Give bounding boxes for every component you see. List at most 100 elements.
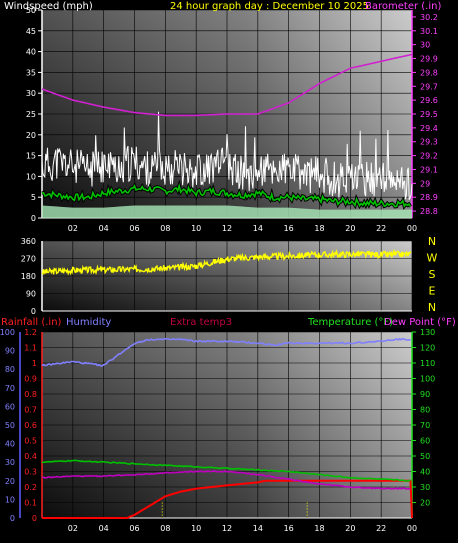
humidity-ticks: 0 10 20 30 40 50 60 70 80 90 100 bbox=[0, 328, 15, 523]
x-tick-label: 18 bbox=[314, 224, 324, 233]
wind-tick-label: 5 bbox=[31, 193, 36, 202]
baro-tick-label: 29.3 bbox=[420, 138, 438, 147]
dir-tick-label: 360 bbox=[21, 237, 36, 246]
temp-tick-label: 50 bbox=[420, 452, 430, 461]
x-tick-label: 14 bbox=[253, 224, 263, 233]
dir-tick-label: 270 bbox=[21, 255, 36, 264]
x-tick-label: 02 bbox=[68, 224, 78, 233]
extra-temp-label: Extra temp3 bbox=[170, 317, 232, 328]
baro-tick-label: 30.2 bbox=[420, 13, 438, 22]
x-tick-label: 06 bbox=[129, 224, 139, 233]
baro-tick-label: 29.6 bbox=[420, 96, 438, 105]
humidity-tick-label: 30 bbox=[5, 458, 15, 467]
baro-tick-label: 29.1 bbox=[420, 165, 438, 174]
temp-tick-label: 70 bbox=[420, 421, 430, 430]
x-tick-label: 12 bbox=[222, 224, 232, 233]
temp-tick-label: 30 bbox=[420, 483, 430, 492]
x-tick-label: 04 bbox=[99, 224, 109, 233]
rainfall-label: Rainfall (.in) bbox=[1, 317, 62, 328]
rain-tick-label: 0.9 bbox=[24, 375, 37, 384]
compass-label: E bbox=[429, 285, 436, 298]
humidity-tick-label: 60 bbox=[5, 402, 15, 411]
rain-tick-label: 0 bbox=[32, 514, 37, 523]
wind-tick-label: 35 bbox=[26, 68, 36, 77]
rain-tick-label: 0.5 bbox=[24, 437, 37, 446]
compass-label: W bbox=[427, 252, 438, 265]
humidity-tick-label: 50 bbox=[5, 421, 15, 430]
wind-tick-label: 45 bbox=[26, 27, 36, 36]
rain-tick-label: 0.6 bbox=[24, 421, 37, 430]
temp-tick-label: 120 bbox=[420, 344, 435, 353]
humidity-tick-label: 80 bbox=[5, 365, 15, 374]
wind-tick-label: 15 bbox=[26, 152, 36, 161]
x-tick-label: 14 bbox=[253, 524, 263, 533]
rain-tick-label: 0.1 bbox=[24, 499, 37, 508]
baro-tick-label: 29.7 bbox=[420, 82, 438, 91]
baro-tick-label: 30.1 bbox=[420, 27, 438, 36]
x-tick-label: 00 bbox=[407, 524, 417, 533]
wind-tick-label: 10 bbox=[26, 172, 36, 181]
x-tick-label: 10 bbox=[191, 224, 201, 233]
wind-tick-label: 25 bbox=[26, 110, 36, 119]
x-tick-label: 16 bbox=[284, 224, 294, 233]
compass-label: S bbox=[429, 268, 436, 281]
baro-tick-label: 28.9 bbox=[420, 193, 438, 202]
humidity-tick-label: 90 bbox=[5, 347, 15, 356]
wind-x-ticks: 02 04 06 08 10 12 14 16 18 20 22 00 bbox=[68, 224, 417, 233]
rain-tick-label: 1.1 bbox=[24, 344, 37, 353]
humidity-label: Humidity bbox=[66, 317, 111, 328]
rain-tick-label: 0.8 bbox=[24, 390, 37, 399]
temp-tick-label: 110 bbox=[420, 359, 435, 368]
rain-ticks: 00.10.20.30.40.50.60.70.80.911.11.2 bbox=[24, 328, 37, 523]
temp-ticks: 20 30 40 50 60 70 80 90 100 110 120 130 bbox=[420, 328, 435, 508]
humidity-tick-label: 100 bbox=[0, 328, 15, 337]
chart-title: 24 hour graph day : December 10 2025 bbox=[170, 1, 369, 12]
x-tick-label: 08 bbox=[160, 224, 170, 233]
baro-right-ticks: 28.8 28.9 29 29.1 29.2 29.3 29.4 29.5 29.6 29.7 29… bbox=[420, 13, 438, 216]
rain-tick-label: 1.2 bbox=[24, 328, 37, 337]
x-tick-label: 18 bbox=[314, 524, 324, 533]
dir-tick-label: 0 bbox=[31, 307, 36, 316]
x-tick-label: 08 bbox=[160, 524, 170, 533]
x-tick-label: 22 bbox=[376, 524, 386, 533]
baro-axis-label: Barometer (.in) bbox=[365, 1, 441, 12]
humidity-tick-label: 70 bbox=[5, 384, 15, 393]
x-tick-label: 22 bbox=[376, 224, 386, 233]
x-tick-label: 16 bbox=[284, 524, 294, 533]
dir-tick-label: 90 bbox=[26, 290, 36, 299]
dewpoint-label: Dew Point (°F) bbox=[384, 317, 456, 328]
x-tick-label: 20 bbox=[345, 224, 355, 233]
baro-tick-label: 29 bbox=[420, 179, 430, 188]
rain-tick-label: 0.3 bbox=[24, 468, 37, 477]
temp-tick-label: 100 bbox=[420, 375, 435, 384]
temp-tick-label: 60 bbox=[420, 437, 430, 446]
rain-tick-label: 0.7 bbox=[24, 406, 37, 415]
baro-tick-label: 29.8 bbox=[420, 68, 438, 77]
dir-left-ticks: 0 90 180 270 360 bbox=[21, 237, 36, 316]
dir-tick-label: 180 bbox=[21, 272, 36, 281]
temp-tick-label: 40 bbox=[420, 468, 430, 477]
temp-tick-label: 130 bbox=[420, 328, 435, 337]
baro-tick-label: 29.5 bbox=[420, 110, 438, 119]
x-tick-label: 20 bbox=[345, 524, 355, 533]
baro-tick-label: 29.9 bbox=[420, 55, 438, 64]
humidity-tick-label: 20 bbox=[5, 477, 15, 486]
wind-tick-label: 20 bbox=[26, 131, 36, 140]
x-tick-label: 02 bbox=[68, 524, 78, 533]
temperature-label: Temperature (°F) bbox=[307, 317, 393, 328]
humidity-tick-label: 10 bbox=[5, 495, 15, 504]
x-tick-label: 06 bbox=[129, 524, 139, 533]
x-tick-label: 00 bbox=[407, 224, 417, 233]
baro-tick-label: 29.2 bbox=[420, 152, 438, 161]
x-tick-label: 04 bbox=[99, 524, 109, 533]
wind-axis-label: Windspeed (mph) bbox=[4, 1, 93, 12]
rain-tick-label: 0.2 bbox=[24, 483, 37, 492]
wind-left-ticks: 0 5 10 15 20 25 30 35 40 45 50 bbox=[26, 6, 36, 223]
compass-label: N bbox=[428, 235, 436, 248]
humidity-tick-label: 40 bbox=[5, 440, 15, 449]
baro-tick-label: 28.8 bbox=[420, 207, 438, 216]
baro-tick-label: 29.4 bbox=[420, 124, 438, 133]
